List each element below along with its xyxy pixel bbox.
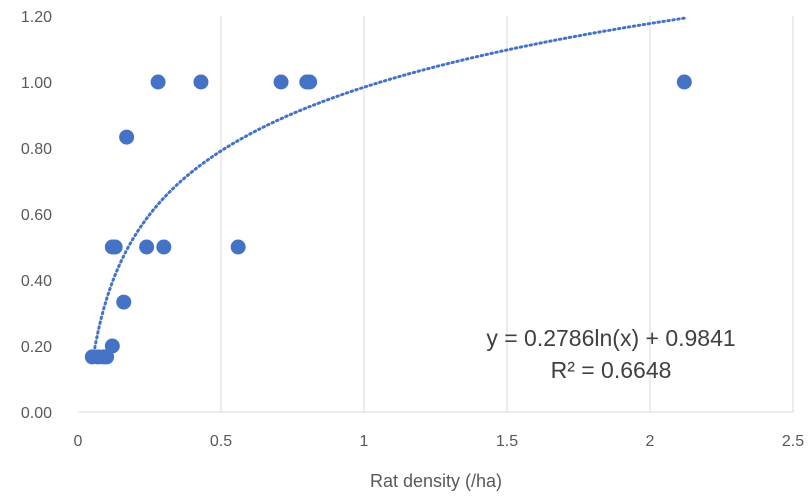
data-point	[116, 294, 132, 310]
x-tick-label: 1	[360, 433, 369, 450]
y-tick-label: 0.20	[21, 339, 52, 356]
y-tick-label: 0.60	[21, 207, 52, 224]
y-tick-label: 0.40	[21, 273, 52, 290]
data-point	[156, 239, 172, 255]
data-point	[150, 74, 166, 90]
y-tick-label: 1.00	[21, 75, 52, 92]
x-tick-label: 1.5	[496, 433, 518, 450]
x-axis-title: Rat density (/ha)	[370, 471, 502, 491]
x-tick-label: 0	[74, 433, 83, 450]
trendline-r-squared: R² = 0.6648	[551, 357, 672, 383]
data-point	[676, 74, 692, 90]
y-tick-label: 0.00	[21, 405, 52, 422]
y-tick-label: 1.20	[21, 9, 52, 26]
data-point	[273, 74, 289, 90]
data-point	[302, 74, 318, 90]
data-point	[193, 74, 209, 90]
data-point	[139, 239, 155, 255]
y-tick-label: 0.80	[21, 141, 52, 158]
gridlines	[220, 16, 794, 412]
x-tick-labels: 0 0.5 1 1.5 2 2.5	[74, 433, 805, 450]
data-point	[230, 239, 246, 255]
data-point	[104, 338, 120, 354]
x-tick-label: 2	[646, 433, 655, 450]
trendline-equation: y = 0.2786ln(x) + 0.9841	[486, 325, 735, 351]
data-point	[119, 129, 135, 145]
x-tick-label: 0.5	[210, 433, 232, 450]
data-point	[107, 239, 123, 255]
trendline	[90, 16, 686, 365]
x-tick-label: 2.5	[782, 433, 804, 450]
y-tick-labels: 0.00 0.20 0.40 0.60 0.80 1.00 1.20	[21, 9, 52, 422]
data-points	[84, 74, 692, 365]
